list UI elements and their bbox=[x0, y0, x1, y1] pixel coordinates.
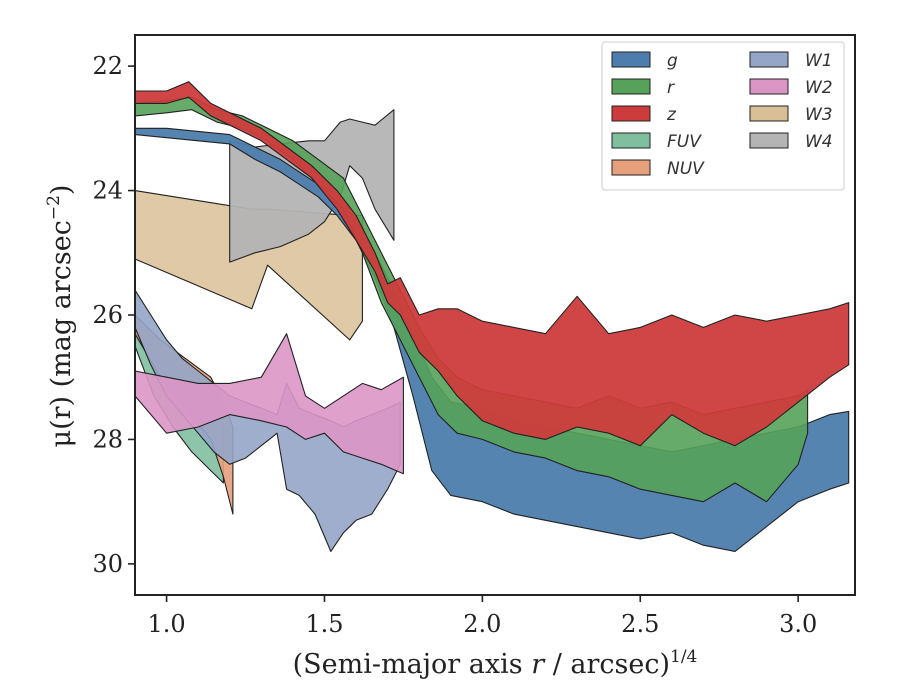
x-tick-label: 2.0 bbox=[463, 610, 501, 638]
legend-swatch-w4 bbox=[749, 132, 789, 149]
legend-label-fuv: FUV bbox=[667, 132, 702, 152]
y-tick-label: 28 bbox=[92, 425, 123, 453]
x-axis-ticks: 1.0 1.5 2.0 2.5 3.0 bbox=[147, 595, 817, 638]
legend-label-w2: W2 bbox=[805, 78, 833, 98]
y-tick-label: 22 bbox=[92, 52, 123, 80]
legend-swatch-w3 bbox=[749, 105, 789, 122]
profile-bands bbox=[134, 81, 850, 552]
x-tick-label: 2.5 bbox=[621, 610, 659, 638]
legend-swatch-w2 bbox=[749, 78, 789, 95]
legend-swatch-g bbox=[611, 51, 651, 68]
x-tick-label: 1.5 bbox=[305, 610, 343, 638]
y-tick-label: 26 bbox=[92, 301, 123, 329]
y-tick-label: 30 bbox=[92, 550, 123, 578]
x-axis-label: (Semi-major axis r / arcsec)1/4 bbox=[293, 647, 698, 680]
legend-swatch-w1 bbox=[749, 51, 789, 68]
y-axis-ticks: 22 24 26 28 30 bbox=[92, 52, 135, 578]
legend-label-g: g bbox=[667, 51, 678, 71]
legend-label-w3: W3 bbox=[805, 105, 833, 125]
y-axis-label: μ(r) (mag arcsec−2) bbox=[44, 185, 77, 448]
legend-label-r: r bbox=[667, 78, 675, 98]
legend-swatch-z bbox=[611, 105, 651, 122]
legend-swatch-r bbox=[611, 78, 651, 95]
legend: grz FUV NUV W1 W2 W3 W4 bbox=[601, 41, 845, 191]
legend-label-z: z bbox=[666, 105, 677, 125]
legend-label-nuv: NUV bbox=[667, 159, 705, 179]
legend-swatch-fuv bbox=[611, 132, 651, 149]
band-z bbox=[134, 81, 850, 447]
x-tick-label: 1.0 bbox=[147, 610, 185, 638]
legend-label-w1: W1 bbox=[805, 51, 833, 71]
band-w2 bbox=[134, 333, 404, 475]
legend-label-w4: W4 bbox=[805, 132, 833, 152]
legend-swatch-nuv bbox=[611, 159, 651, 176]
y-tick-label: 24 bbox=[92, 177, 123, 205]
x-tick-label: 3.0 bbox=[779, 610, 817, 638]
